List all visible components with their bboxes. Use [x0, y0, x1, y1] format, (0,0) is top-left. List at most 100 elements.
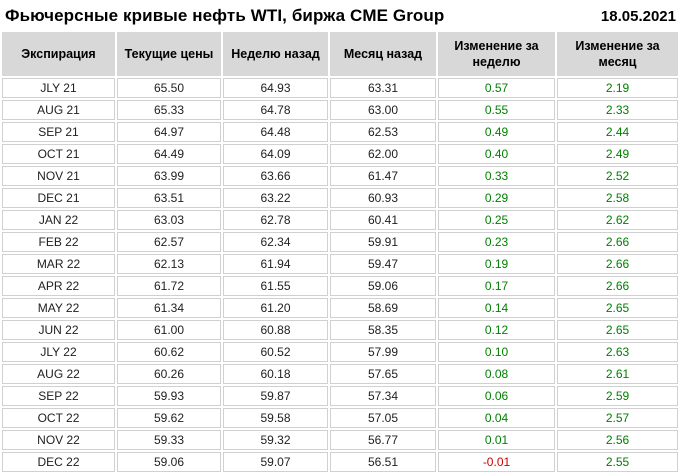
month-ago-cell: 59.91: [330, 232, 436, 252]
column-header-week-change: Изменение за неделю: [438, 32, 555, 76]
table-row: AUG 21 65.33 64.78 63.00 0.55 2.33: [2, 100, 678, 120]
current-price-cell: 61.72: [117, 276, 221, 296]
expiration-cell: NOV 21: [2, 166, 115, 186]
month-ago-cell: 56.51: [330, 452, 436, 472]
current-price-cell: 59.62: [117, 408, 221, 428]
table-row: APR 22 61.72 61.55 59.06 0.17 2.66: [2, 276, 678, 296]
expiration-cell: JLY 22: [2, 342, 115, 362]
expiration-cell: NOV 22: [2, 430, 115, 450]
week-change-cell: 0.49: [438, 122, 555, 142]
month-change-cell: 2.56: [557, 430, 678, 450]
expiration-cell: JLY 21: [2, 78, 115, 98]
current-price-cell: 60.26: [117, 364, 221, 384]
week-change-cell: 0.57: [438, 78, 555, 98]
futures-table: Экспирация Текущие цены Неделю назад Мес…: [0, 30, 680, 474]
month-change-cell: 2.33: [557, 100, 678, 120]
week-change-cell: 0.33: [438, 166, 555, 186]
month-change-cell: 2.62: [557, 210, 678, 230]
week-change-cell: 0.25: [438, 210, 555, 230]
current-price-cell: 64.97: [117, 122, 221, 142]
month-change-cell: 2.52: [557, 166, 678, 186]
expiration-cell: AUG 21: [2, 100, 115, 120]
month-ago-cell: 56.77: [330, 430, 436, 450]
month-ago-cell: 57.99: [330, 342, 436, 362]
current-price-cell: 61.34: [117, 298, 221, 318]
month-ago-cell: 60.93: [330, 188, 436, 208]
column-header-month-change: Изменение за месяц: [557, 32, 678, 76]
month-change-cell: 2.66: [557, 254, 678, 274]
table-row: AUG 22 60.26 60.18 57.65 0.08 2.61: [2, 364, 678, 384]
expiration-cell: FEB 22: [2, 232, 115, 252]
table-row: JLY 22 60.62 60.52 57.99 0.10 2.63: [2, 342, 678, 362]
week-ago-cell: 61.20: [223, 298, 328, 318]
column-header-expiration: Экспирация: [2, 32, 115, 76]
week-ago-cell: 59.87: [223, 386, 328, 406]
table-row: DEC 22 59.06 59.07 56.51 -0.01 2.55: [2, 452, 678, 472]
month-ago-cell: 57.05: [330, 408, 436, 428]
month-ago-cell: 57.34: [330, 386, 436, 406]
table-row: SEP 22 59.93 59.87 57.34 0.06 2.59: [2, 386, 678, 406]
week-ago-cell: 64.48: [223, 122, 328, 142]
current-price-cell: 63.51: [117, 188, 221, 208]
expiration-cell: MAR 22: [2, 254, 115, 274]
current-price-cell: 62.57: [117, 232, 221, 252]
week-ago-cell: 62.34: [223, 232, 328, 252]
title-bar: Фьючерсные кривые нефть WTI, биржа CME G…: [0, 0, 680, 30]
week-change-cell: -0.01: [438, 452, 555, 472]
expiration-cell: JUN 22: [2, 320, 115, 340]
table-row: NOV 21 63.99 63.66 61.47 0.33 2.52: [2, 166, 678, 186]
month-ago-cell: 62.53: [330, 122, 436, 142]
report-date: 18.05.2021: [600, 8, 676, 25]
week-change-cell: 0.23: [438, 232, 555, 252]
table-row: MAY 22 61.34 61.20 58.69 0.14 2.65: [2, 298, 678, 318]
week-change-cell: 0.10: [438, 342, 555, 362]
current-price-cell: 64.49: [117, 144, 221, 164]
week-change-cell: 0.55: [438, 100, 555, 120]
week-ago-cell: 64.93: [223, 78, 328, 98]
table-row: SEP 21 64.97 64.48 62.53 0.49 2.44: [2, 122, 678, 142]
current-price-cell: 59.06: [117, 452, 221, 472]
month-ago-cell: 61.47: [330, 166, 436, 186]
week-ago-cell: 63.22: [223, 188, 328, 208]
header-row: Экспирация Текущие цены Неделю назад Мес…: [2, 32, 678, 76]
week-ago-cell: 59.32: [223, 430, 328, 450]
week-change-cell: 0.29: [438, 188, 555, 208]
month-ago-cell: 60.41: [330, 210, 436, 230]
expiration-cell: OCT 22: [2, 408, 115, 428]
page-title: Фьючерсные кривые нефть WTI, биржа CME G…: [5, 6, 445, 25]
month-ago-cell: 58.35: [330, 320, 436, 340]
week-change-cell: 0.14: [438, 298, 555, 318]
week-change-cell: 0.01: [438, 430, 555, 450]
month-change-cell: 2.49: [557, 144, 678, 164]
month-ago-cell: 59.06: [330, 276, 436, 296]
week-change-cell: 0.19: [438, 254, 555, 274]
week-ago-cell: 60.88: [223, 320, 328, 340]
week-change-cell: 0.04: [438, 408, 555, 428]
expiration-cell: JAN 22: [2, 210, 115, 230]
table-row: JUN 22 61.00 60.88 58.35 0.12 2.65: [2, 320, 678, 340]
table-row: JAN 22 63.03 62.78 60.41 0.25 2.62: [2, 210, 678, 230]
month-ago-cell: 58.69: [330, 298, 436, 318]
month-ago-cell: 59.47: [330, 254, 436, 274]
current-price-cell: 63.03: [117, 210, 221, 230]
month-change-cell: 2.55: [557, 452, 678, 472]
column-header-current: Текущие цены: [117, 32, 221, 76]
column-header-month-ago: Месяц назад: [330, 32, 436, 76]
month-change-cell: 2.58: [557, 188, 678, 208]
table-row: JLY 21 65.50 64.93 63.31 0.57 2.19: [2, 78, 678, 98]
week-ago-cell: 61.55: [223, 276, 328, 296]
table-row: FEB 22 62.57 62.34 59.91 0.23 2.66: [2, 232, 678, 252]
month-change-cell: 2.65: [557, 320, 678, 340]
table-header: Экспирация Текущие цены Неделю назад Мес…: [2, 32, 678, 76]
expiration-cell: MAY 22: [2, 298, 115, 318]
current-price-cell: 61.00: [117, 320, 221, 340]
table-row: DEC 21 63.51 63.22 60.93 0.29 2.58: [2, 188, 678, 208]
expiration-cell: OCT 21: [2, 144, 115, 164]
week-ago-cell: 64.78: [223, 100, 328, 120]
week-ago-cell: 59.07: [223, 452, 328, 472]
month-ago-cell: 62.00: [330, 144, 436, 164]
month-ago-cell: 57.65: [330, 364, 436, 384]
week-change-cell: 0.12: [438, 320, 555, 340]
month-change-cell: 2.66: [557, 232, 678, 252]
